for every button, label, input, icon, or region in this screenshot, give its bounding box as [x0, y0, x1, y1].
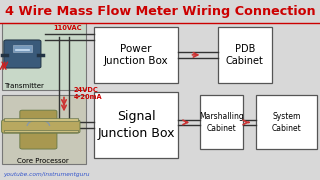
FancyBboxPatch shape — [20, 110, 57, 149]
Text: System
Cabinet: System Cabinet — [272, 112, 301, 133]
Bar — [94, 92, 178, 158]
Bar — [4, 130, 78, 132]
FancyBboxPatch shape — [4, 40, 41, 68]
Bar — [13, 45, 32, 52]
Text: youtube.com/instrumentguru: youtube.com/instrumentguru — [3, 172, 90, 177]
Text: Marshalling
Cabinet: Marshalling Cabinet — [199, 112, 244, 133]
Text: 24VDC
4-20mA: 24VDC 4-20mA — [74, 87, 102, 100]
Text: PDB
Cabinet: PDB Cabinet — [226, 44, 264, 66]
Text: 4 Wire Mass Flow Meter Wiring Connection: 4 Wire Mass Flow Meter Wiring Connection — [5, 4, 315, 17]
Text: Core Processor: Core Processor — [17, 158, 69, 164]
Bar — [256, 95, 317, 149]
Text: 110VAC: 110VAC — [53, 26, 82, 32]
Bar — [2, 95, 86, 164]
Bar — [2, 23, 86, 90]
Bar — [218, 27, 272, 83]
FancyBboxPatch shape — [2, 120, 80, 133]
Text: Transmitter: Transmitter — [4, 83, 44, 89]
Bar — [94, 27, 178, 83]
Bar — [4, 118, 78, 121]
Bar — [200, 95, 243, 149]
Text: Signal
Junction Box: Signal Junction Box — [97, 110, 175, 140]
Text: Power
Junction Box: Power Junction Box — [104, 44, 168, 66]
